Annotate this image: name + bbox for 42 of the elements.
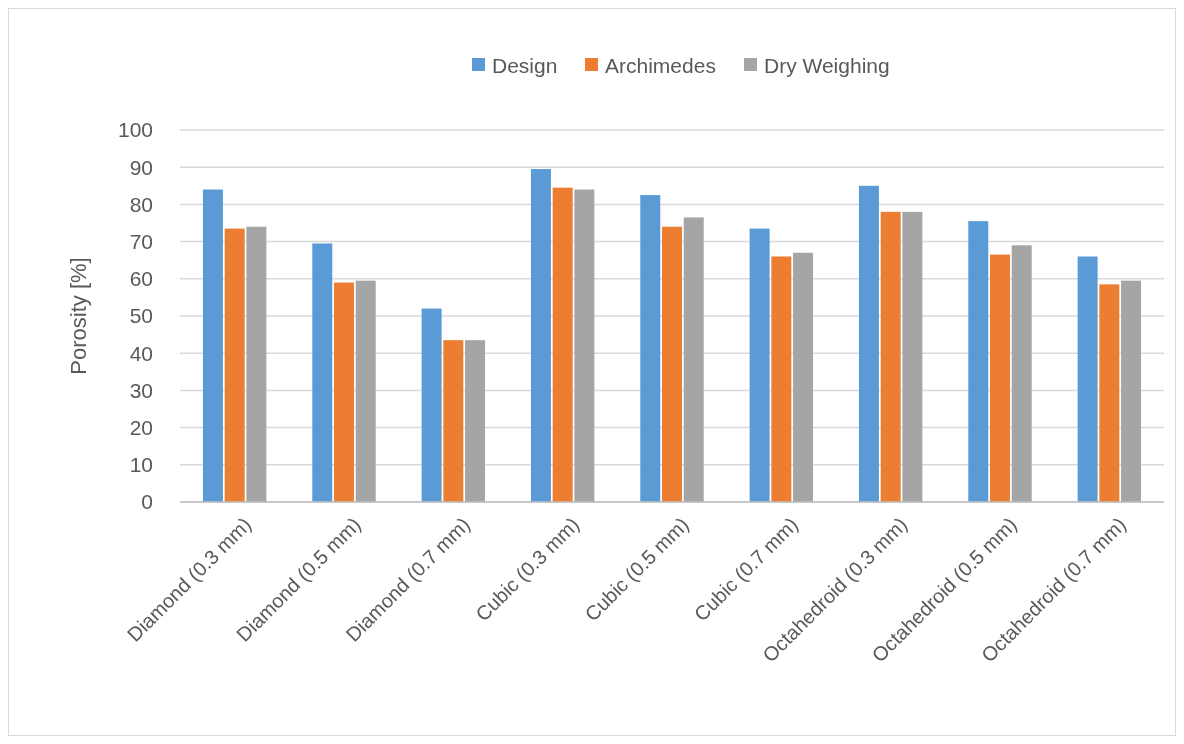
bar	[574, 189, 595, 502]
y-tick-label: 30	[129, 378, 153, 402]
bar	[749, 228, 770, 502]
y-tick-label: 20	[129, 415, 153, 439]
y-tick-label: 80	[129, 192, 153, 216]
bar	[990, 254, 1010, 502]
bar	[858, 185, 879, 502]
bar	[662, 226, 682, 502]
bar	[421, 308, 442, 502]
legend-label: Archimedes	[605, 54, 716, 78]
bar	[902, 211, 923, 502]
y-tick-label: 100	[117, 118, 153, 142]
bar	[552, 187, 573, 502]
bar	[793, 252, 814, 502]
bar	[880, 211, 901, 502]
bar	[224, 228, 245, 502]
bar	[683, 217, 704, 502]
y-axis-title: Porosity [%]	[66, 257, 91, 375]
bar	[1011, 245, 1032, 502]
legend-label: Dry Weighing	[764, 54, 890, 78]
bar	[246, 226, 267, 502]
bar	[968, 221, 989, 502]
bar	[1099, 284, 1120, 502]
y-tick-label: 50	[129, 304, 153, 328]
y-tick-label: 40	[129, 341, 153, 365]
legend-label: Design	[492, 54, 558, 78]
bar	[1077, 256, 1098, 502]
y-tick-label: 60	[129, 267, 153, 291]
bar	[465, 340, 486, 502]
bar	[530, 169, 551, 502]
bar	[771, 256, 792, 502]
bar	[312, 243, 333, 502]
bar	[443, 340, 464, 502]
bar	[1121, 280, 1142, 502]
bar	[355, 280, 376, 502]
y-tick-label: 70	[129, 229, 153, 253]
bar	[202, 189, 223, 502]
y-tick-label: 90	[129, 155, 153, 179]
y-tick-label: 0	[141, 490, 153, 514]
bar	[334, 282, 354, 502]
bar	[640, 195, 661, 502]
y-tick-label: 10	[129, 453, 153, 477]
